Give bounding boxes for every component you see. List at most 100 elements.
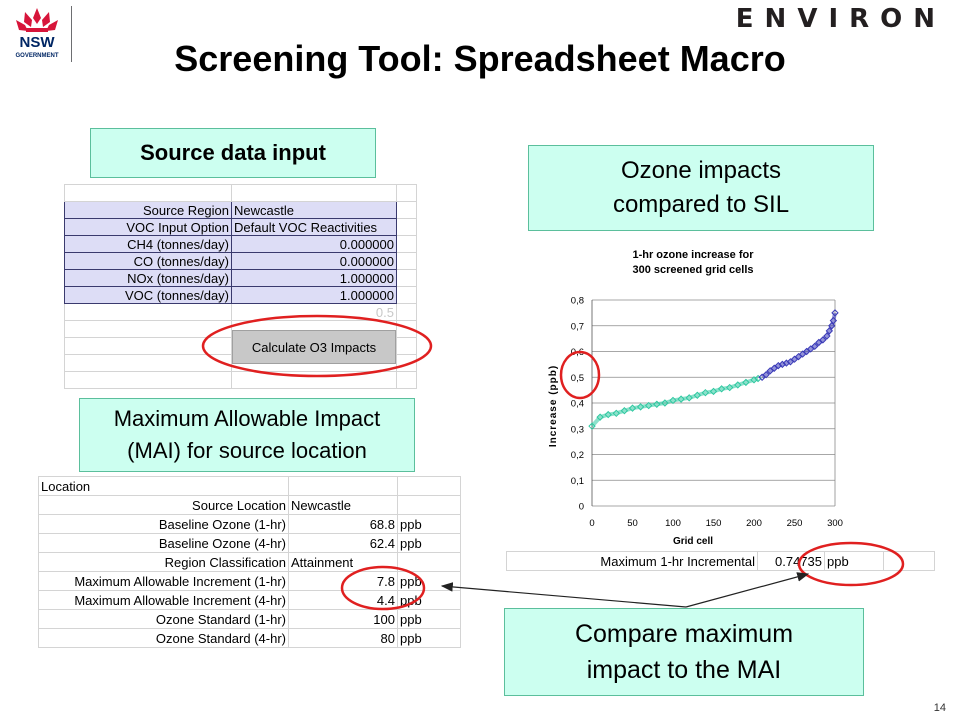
location-header: Location [38, 476, 289, 496]
series-trace [761, 312, 837, 379]
table-row: VOC (tonnes/day) 1.000000 [64, 286, 417, 304]
voc-input-option-value[interactable]: Default VOC Reactivities [231, 218, 397, 236]
environ-brand: ENVIRON [735, 4, 946, 34]
max-incremental-label: Maximum 1-hr Incremental [506, 551, 758, 571]
co-label: CO (tonnes/day) [64, 252, 232, 270]
nox-label: NOx (tonnes/day) [64, 269, 232, 287]
mai-row-value[interactable]: 4.4 [288, 590, 398, 610]
mai-row-label: Source Location [38, 495, 289, 515]
mai-row-value[interactable]: Attainment [288, 552, 398, 572]
arrow-to-mai [440, 582, 687, 608]
chart-title-line1: 1-hr ozone increase for [632, 249, 754, 261]
page-title: Screening Tool: Spreadsheet Macro [174, 38, 786, 79]
x-tick-label: 150 [706, 518, 722, 529]
mai-row-unit [397, 495, 461, 515]
table-row: Maximum 1-hr Incremental 0.74735 ppb [506, 551, 935, 571]
table-row: Ozone Standard (1-hr) 100 ppb [38, 609, 461, 629]
chart-points [588, 309, 839, 430]
mai-callout: Maximum Allowable Impact (MAI) for sourc… [79, 398, 415, 472]
y-tick-label: 0,1 [571, 476, 584, 487]
mai-row-unit [397, 552, 461, 572]
x-tick-label: 200 [746, 518, 762, 529]
x-axis-label: Grid cell [673, 536, 713, 547]
compare-callout-line1: Compare maximum [574, 620, 794, 648]
mai-row-unit: ppb [397, 571, 461, 591]
chart-title-line2: 300 screened grid cells [632, 264, 753, 276]
mai-row-label: Region Classification [38, 552, 289, 572]
table-row: NOx (tonnes/day) 1.000000 [64, 269, 417, 287]
table-row: CH4 (tonnes/day) 0.000000 [64, 235, 417, 253]
mai-row-value[interactable]: Newcastle [288, 495, 398, 515]
y-tick-label: 0,6 [571, 347, 584, 358]
sheet-row [64, 184, 417, 202]
voc-label: VOC (tonnes/day) [64, 286, 232, 304]
max-incremental-value[interactable]: 0.74735 [757, 551, 825, 571]
max-incremental-sheet: Maximum 1-hr Incremental 0.74735 ppb [506, 551, 935, 571]
logo-subtext: GOVERNMENT [15, 53, 58, 59]
mai-row-label: Maximum Allowable Increment (4-hr) [38, 590, 289, 610]
ch4-value[interactable]: 0.000000 [231, 235, 397, 253]
voc-input-option-label: VOC Input Option [64, 218, 232, 236]
y-axis-label: Increase (ppb) [548, 365, 559, 447]
ghost-value: 0.5 [231, 303, 397, 321]
mai-callout-line2: (MAI) for source location [127, 438, 367, 463]
mai-row-unit: ppb [397, 628, 461, 648]
mai-row-value[interactable]: 80 [288, 628, 398, 648]
y-tick-label: 0,5 [571, 373, 584, 384]
table-row: Baseline Ozone (1-hr) 68.8 ppb [38, 514, 461, 534]
calculate-o3-impacts-button[interactable]: Calculate O3 Impacts [232, 330, 396, 364]
mai-row-label: Ozone Standard (1-hr) [38, 609, 289, 629]
mai-row-label: Maximum Allowable Increment (1-hr) [38, 571, 289, 591]
logo-divider [71, 6, 72, 62]
table-row: Maximum Allowable Increment (4-hr) 4.4 p… [38, 590, 461, 610]
mai-row-unit: ppb [397, 609, 461, 629]
table-row: Source Location Newcastle [38, 495, 461, 515]
mai-row-unit: ppb [397, 533, 461, 553]
mai-sheet: Location Source Location Newcastle Basel… [38, 476, 461, 648]
table-row: Source Region Newcastle [64, 201, 417, 219]
mai-callout-line1: Maximum Allowable Impact [113, 406, 381, 431]
y-tick-label: 0,8 [571, 296, 584, 307]
nsw-government-logo: NSW GOVERNMENT [15, 8, 59, 59]
compare-callout: Compare maximum impact to the MAI [504, 608, 864, 696]
logo-text: NSW [20, 34, 56, 51]
y-tick-label: 0,3 [571, 424, 584, 435]
source-region-value[interactable]: Newcastle [231, 201, 397, 219]
co-value[interactable]: 0.000000 [231, 252, 397, 270]
x-tick-label: 250 [787, 518, 803, 529]
mai-row-label: Baseline Ozone (1-hr) [38, 514, 289, 534]
compare-callout-line2: impact to the MAI [586, 656, 782, 684]
ozone-callout-line1: Ozone impacts [620, 157, 782, 184]
ozone-increase-chart: 1-hr ozone increase for 300 screened gri… [548, 249, 843, 547]
mai-1hr-value[interactable]: 7.8 [288, 571, 398, 591]
y-axis-ticks: 0 0,1 0,2 0,3 0,4 0,5 0,6 0,7 0,8 [571, 296, 584, 513]
mai-row-value[interactable]: 100 [288, 609, 398, 629]
mai-row-label: Ozone Standard (4-hr) [38, 628, 289, 648]
mai-row-value[interactable]: 68.8 [288, 514, 398, 534]
table-row: Maximum Allowable Increment (1-hr) 7.8 p… [38, 571, 461, 591]
mai-row-label: Baseline Ozone (4-hr) [38, 533, 289, 553]
source-data-callout-text: Source data input [140, 140, 326, 165]
page-number: 14 [933, 702, 946, 714]
table-row: Location [38, 476, 461, 496]
ch4-label: CH4 (tonnes/day) [64, 235, 232, 253]
sheet-row [64, 371, 417, 389]
max-incremental-unit: ppb [824, 551, 884, 571]
x-axis-ticks: 0 50 100 150 200 250 300 [589, 518, 843, 529]
voc-value[interactable]: 1.000000 [231, 286, 397, 304]
mai-row-unit: ppb [397, 590, 461, 610]
x-tick-label: 100 [665, 518, 681, 529]
mai-row-unit: ppb [397, 514, 461, 534]
mai-row-value[interactable]: 62.4 [288, 533, 398, 553]
table-row: VOC Input Option Default VOC Reactivitie… [64, 218, 417, 236]
y-tick-label: 0 [579, 502, 584, 513]
source-data-callout: Source data input [90, 128, 376, 178]
table-row: Baseline Ozone (4-hr) 62.4 ppb [38, 533, 461, 553]
table-row: Ozone Standard (4-hr) 80 ppb [38, 628, 461, 648]
x-tick-label: 50 [627, 518, 638, 529]
series-trace [590, 376, 759, 428]
arrow-to-max [685, 572, 810, 608]
nox-value[interactable]: 1.000000 [231, 269, 397, 287]
y-tick-label: 0,4 [571, 399, 584, 410]
table-row: CO (tonnes/day) 0.000000 [64, 252, 417, 270]
